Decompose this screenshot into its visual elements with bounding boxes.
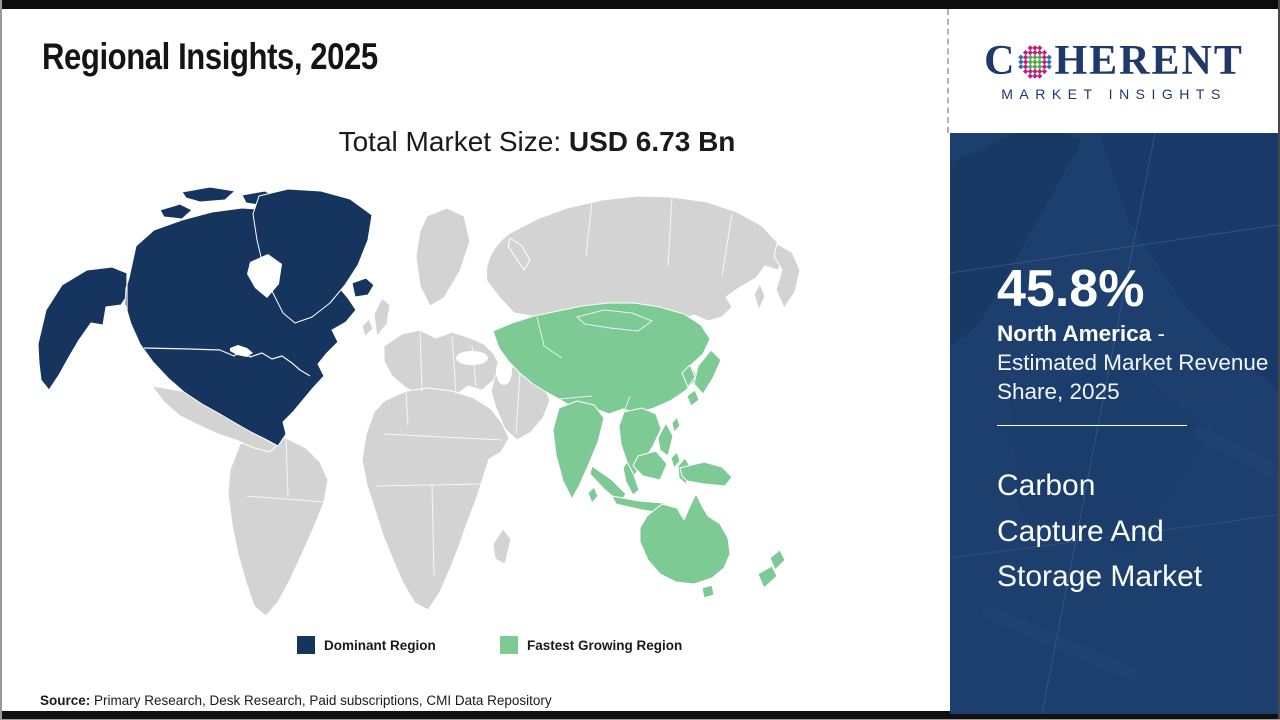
divider-rule bbox=[997, 425, 1187, 426]
market-share-region: North America bbox=[997, 321, 1152, 346]
world-map bbox=[32, 186, 892, 624]
sidebar-map-texture bbox=[950, 133, 1278, 714]
fastest-region-swatch bbox=[500, 636, 518, 654]
market-name-line-3: Storage Market bbox=[997, 560, 1203, 593]
total-market-size: Total Market Size: USD 6.73 Bn bbox=[127, 126, 947, 158]
map-legend: Dominant Region Fastest Growing Region bbox=[2, 636, 950, 660]
map-region-fastest bbox=[492, 302, 786, 599]
source-label: Source: bbox=[40, 693, 91, 708]
vertical-dashed-divider bbox=[947, 9, 949, 133]
world-map-svg bbox=[37, 186, 801, 617]
legend-item-fastest: Fastest Growing Region bbox=[500, 636, 682, 654]
map-region-dominant bbox=[37, 186, 375, 447]
legend-item-dominant: Dominant Region bbox=[297, 636, 436, 654]
market-share-desc-text: - Estimated Market Revenue Share, 2025 bbox=[997, 321, 1269, 404]
market-name: Carbon Capture And Storage Market bbox=[997, 463, 1202, 600]
total-market-size-value: USD 6.73 Bn bbox=[568, 126, 736, 157]
total-market-size-label: Total Market Size: bbox=[338, 126, 569, 157]
page-title: Regional Insights, 2025 bbox=[42, 36, 378, 77]
right-edge-border bbox=[1278, 0, 1280, 719]
bottom-black-bar bbox=[2, 711, 1280, 719]
logo-letters-rest: HERENT bbox=[1054, 38, 1244, 84]
sidebar-panel: 45.8% North America - Estimated Market R… bbox=[950, 133, 1278, 714]
fastest-region-label: Fastest Growing Region bbox=[527, 637, 683, 653]
dotted-globe-icon bbox=[1018, 45, 1053, 79]
dominant-region-label: Dominant Region bbox=[324, 637, 436, 653]
dominant-region-swatch bbox=[297, 636, 315, 654]
brand-logo: C HERENT MARKET INSIGHTS bbox=[950, 9, 1278, 133]
market-name-line-1: Carbon bbox=[997, 469, 1096, 502]
source-text: Primary Research, Desk Research, Paid su… bbox=[90, 693, 552, 708]
market-share-description: North America - Estimated Market Revenue… bbox=[997, 319, 1269, 406]
logo-letter-c: C bbox=[984, 38, 1017, 84]
market-name-line-2: Capture And bbox=[997, 514, 1164, 548]
source-line: Source: Primary Research, Desk Research,… bbox=[40, 693, 552, 708]
logo-wordmark: C HERENT bbox=[984, 40, 1244, 82]
logo-tagline: MARKET INSIGHTS bbox=[1001, 86, 1227, 102]
market-share-value: 45.8% bbox=[997, 260, 1145, 318]
top-black-bar bbox=[2, 0, 1280, 9]
